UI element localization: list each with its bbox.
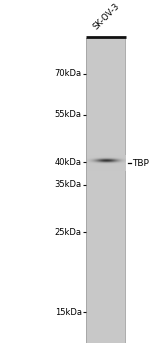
Bar bbox=[125, 38, 126, 343]
Bar bbox=[86, 38, 87, 343]
Bar bbox=[86, 38, 87, 343]
Text: TBP: TBP bbox=[132, 159, 149, 168]
Text: 35kDa: 35kDa bbox=[55, 181, 82, 189]
Bar bbox=[125, 38, 126, 343]
Text: 40kDa: 40kDa bbox=[55, 158, 82, 167]
Text: 15kDa: 15kDa bbox=[55, 308, 82, 317]
Bar bbox=[86, 38, 87, 343]
Text: 25kDa: 25kDa bbox=[55, 228, 82, 237]
Bar bbox=[86, 38, 126, 343]
Text: SK-OV-3: SK-OV-3 bbox=[92, 1, 122, 31]
Text: 70kDa: 70kDa bbox=[55, 69, 82, 78]
Text: 55kDa: 55kDa bbox=[55, 110, 82, 119]
